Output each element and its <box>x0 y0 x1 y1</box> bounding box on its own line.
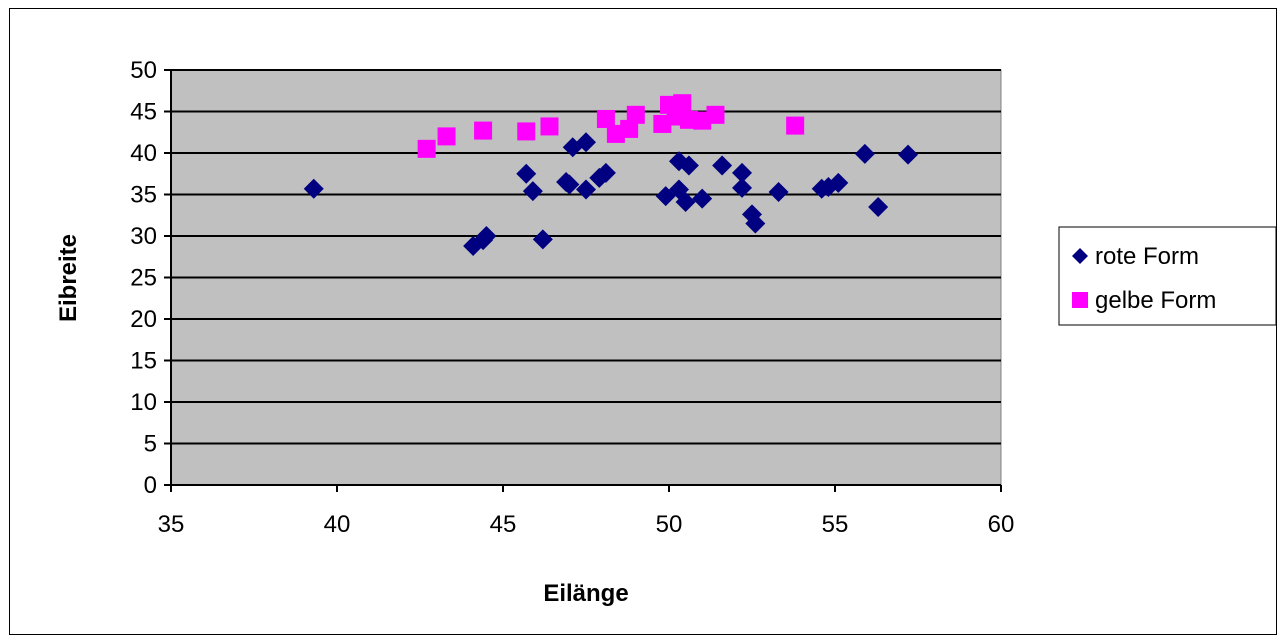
data-point <box>532 229 553 250</box>
axes <box>164 69 1002 492</box>
data-point <box>559 174 580 195</box>
data-point <box>678 155 699 176</box>
data-point <box>745 213 766 234</box>
y-tick-label: 5 <box>144 431 157 458</box>
x-tick-label: 45 <box>490 511 517 538</box>
legend-label: gelbe Form <box>1095 287 1216 314</box>
x-tick-label: 35 <box>158 511 185 538</box>
data-point <box>675 191 696 212</box>
legend-box <box>1058 226 1277 326</box>
data-point <box>854 143 875 164</box>
data-point <box>596 109 615 128</box>
legend-marker <box>1072 248 1088 264</box>
x-tick-label: 50 <box>656 511 683 538</box>
data-point <box>786 116 805 135</box>
data-point <box>522 181 543 202</box>
data-point <box>828 172 849 193</box>
x-axis-title: Eilänge <box>543 580 628 607</box>
data-point <box>474 121 493 140</box>
legend-marker <box>1072 292 1088 308</box>
data-point <box>732 162 753 183</box>
data-series <box>303 94 919 256</box>
data-point <box>417 139 436 158</box>
data-point <box>576 179 596 200</box>
y-tick-label: 50 <box>130 57 157 84</box>
data-point <box>732 177 753 198</box>
y-tick-label: 45 <box>130 99 157 126</box>
data-point <box>303 178 324 199</box>
data-point <box>620 119 639 138</box>
data-point <box>706 105 725 124</box>
y-tick-label: 30 <box>130 223 157 250</box>
data-point <box>626 105 645 124</box>
series-rote-form <box>303 132 919 256</box>
y-tick-label: 35 <box>130 182 157 209</box>
tick-labels: 0 5 10 15 20 25 30 35 40 45 50 35 40 45 50 55 60 <box>130 57 1014 538</box>
x-tick-label: 55 <box>822 511 849 538</box>
series-gelbe-form <box>417 94 805 158</box>
data-point <box>692 188 713 209</box>
data-point <box>476 226 497 246</box>
data-point <box>540 117 559 136</box>
y-tick-label: 25 <box>130 265 157 292</box>
y-tick-label: 15 <box>130 348 157 375</box>
data-point <box>712 155 733 176</box>
data-point <box>437 127 456 146</box>
y-tick-label: 10 <box>130 389 157 416</box>
data-point <box>898 144 919 165</box>
data-point <box>768 182 789 203</box>
legend-label: rote Form <box>1095 243 1199 270</box>
x-tick-label: 40 <box>324 511 351 538</box>
data-point <box>516 163 537 184</box>
y-tick-label: 40 <box>130 140 157 167</box>
legend: rote Form gelbe Form <box>1058 226 1277 326</box>
y-tick-label: 20 <box>130 306 157 333</box>
data-point <box>576 132 596 153</box>
data-point <box>517 122 536 141</box>
data-point <box>595 162 616 183</box>
data-point <box>673 94 692 113</box>
y-tick-label: 0 <box>144 472 157 499</box>
y-axis-title: Eibreite <box>55 234 82 322</box>
data-point <box>868 196 889 217</box>
x-tick-label: 60 <box>988 511 1015 538</box>
